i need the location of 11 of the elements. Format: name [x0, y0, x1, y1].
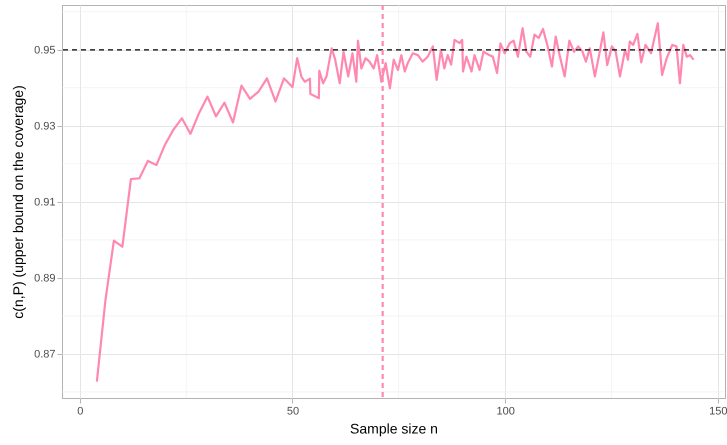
y-tick-label: 0.87: [34, 348, 56, 360]
x-tick-label: 50: [286, 406, 300, 418]
x-axis-title: Sample size n: [350, 420, 438, 436]
y-tick-label: 0.89: [34, 272, 56, 284]
y-tick-label: 0.95: [34, 44, 56, 56]
x-tick-label: 150: [709, 406, 727, 418]
x-tick-label: 100: [496, 406, 515, 418]
x-tick-label: 0: [77, 406, 84, 418]
y-tick-label: 0.91: [34, 196, 56, 208]
y-axis-title: c(n,P) (upper bound on the coverage): [10, 85, 26, 319]
y-tick-label: 0.93: [34, 120, 56, 132]
